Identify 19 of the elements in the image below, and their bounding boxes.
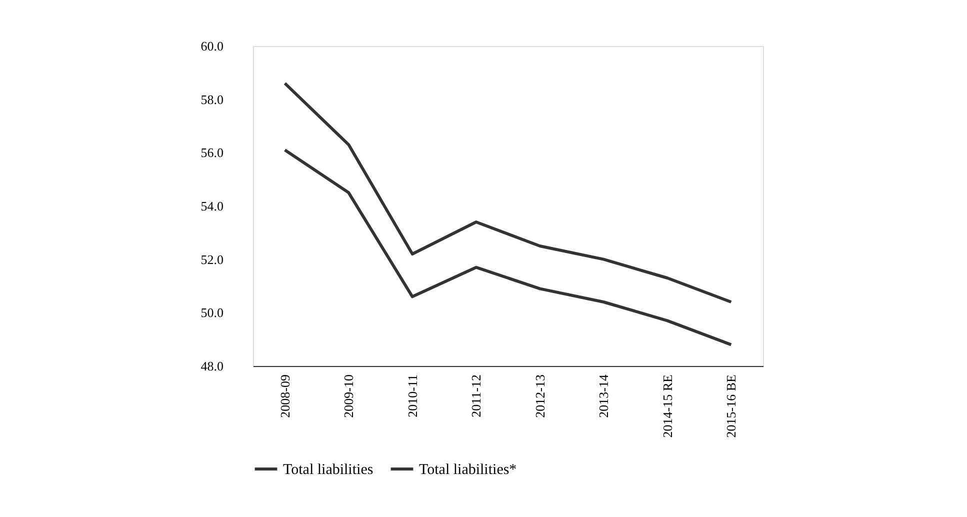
y-tick-label: 58.0 (200, 92, 224, 107)
y-tick-label: 48.0 (200, 358, 224, 374)
y-tick-label: 60.0 (200, 38, 224, 54)
legend-label: Total liabilities* (419, 462, 517, 478)
y-tick-label: 56.0 (200, 145, 224, 160)
x-tick-label: 2009-10 (341, 374, 356, 418)
line-series (283, 82, 733, 304)
line-series (283, 148, 733, 346)
x-tick-label: 2013-14 (596, 374, 612, 418)
y-tick-label: 52.0 (200, 252, 224, 267)
legend-label: Total liabilities (283, 462, 374, 478)
x-tick-label: 2014-15 RE (660, 374, 675, 438)
x-tick-label: 2011-12 (468, 374, 484, 418)
x-tick-label: 2008-09 (277, 374, 292, 418)
x-tick-label: 2012-13 (532, 374, 548, 418)
x-tick-label: 2015-16 BE (724, 374, 739, 438)
y-tick-label: 54.0 (200, 198, 224, 214)
y-tick-label: 50.0 (200, 305, 224, 320)
x-tick-label: 2010-11 (404, 374, 420, 418)
